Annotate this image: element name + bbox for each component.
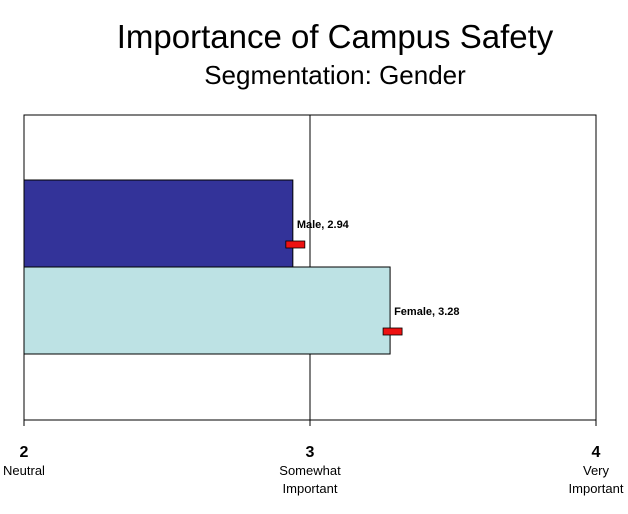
tick-label-2-1: Important [569,481,624,496]
chart-title: Importance of Campus Safety [116,18,554,55]
tick-label-0-0: Neutral [3,463,45,478]
bar-male [23,179,294,268]
tick-label-1-1: Important [283,481,338,496]
data-labels: Male, 2.94 Female, 3.28 [297,219,460,318]
markers [285,240,403,336]
marker-female [382,327,403,336]
bar-female [23,266,391,355]
marker-male [285,240,306,249]
bars [23,179,391,355]
tick-number-0: 2 [20,444,29,461]
data-label-female: Female, 3.28 [394,306,459,318]
tick-label-1-0: Somewhat [279,463,341,478]
tick-number-2: 4 [592,444,601,461]
x-axis-ticks: 2 Neutral 3 Somewhat Important 4 Very Important [3,420,624,496]
data-label-male: Male, 2.94 [297,219,350,231]
tick-label-2-0: Very [583,463,610,478]
tick-number-1: 3 [306,444,315,461]
chart-subtitle: Segmentation: Gender [204,60,466,90]
